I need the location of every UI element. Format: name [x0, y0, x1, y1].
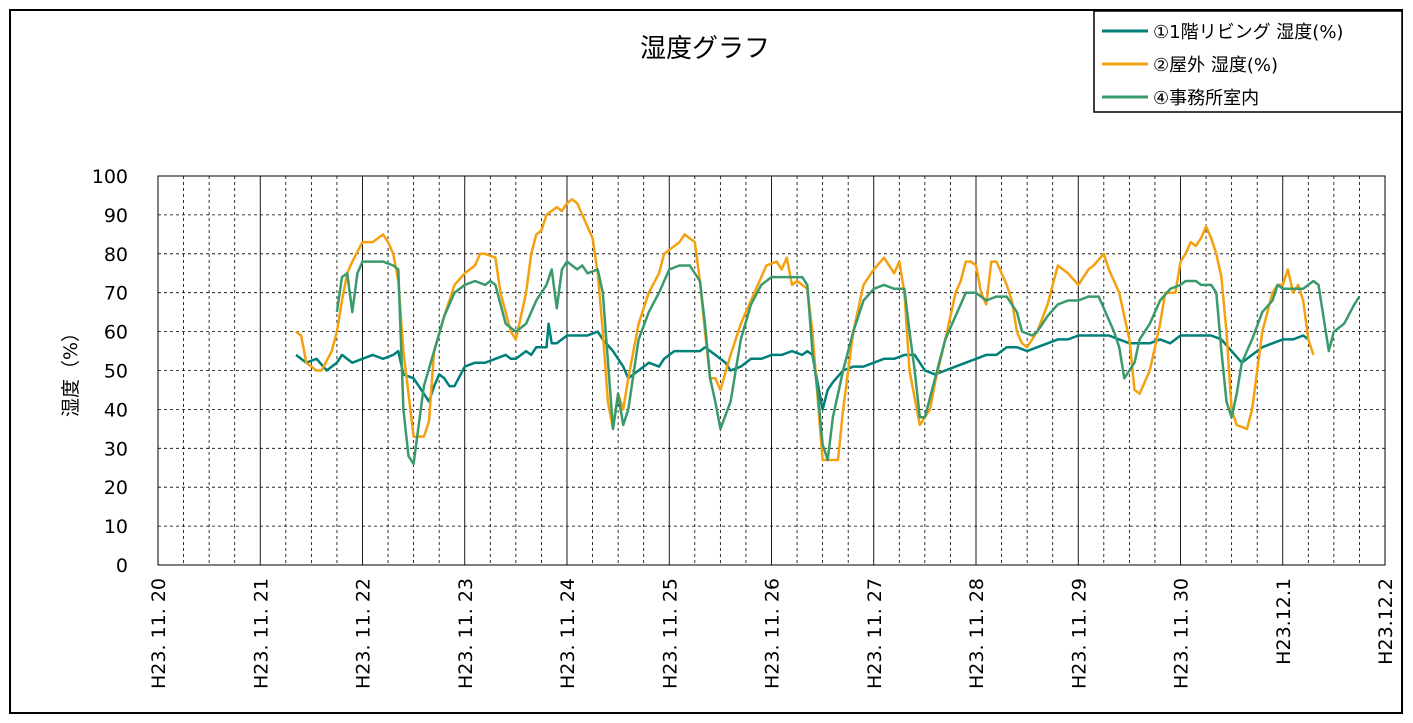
chart-title: 湿度グラフ [640, 34, 770, 64]
y-tick-label: 70 [104, 283, 128, 305]
legend-label-2: ②屋外 湿度(%) [1153, 55, 1278, 76]
y-tick-label: 50 [104, 361, 128, 383]
x-tick-label: H23. 11. 21 [250, 578, 272, 689]
y-tick-label: 0 [116, 555, 128, 577]
x-tick-label: H23. 11. 27 [864, 578, 886, 689]
x-tick-label: H23. 11. 30 [1171, 578, 1193, 689]
y-tick-label: 20 [104, 477, 128, 499]
x-tick-label: H23. 11. 26 [762, 578, 784, 689]
y-tick-label: 40 [104, 399, 128, 421]
y-tick-label: 10 [104, 516, 128, 538]
x-tick-label: H23.12.2 [1375, 578, 1397, 665]
legend-label-1: ①1階リビング 湿度(%) [1153, 22, 1343, 43]
x-tick-label: H23. 11. 25 [659, 578, 681, 689]
legend-label-3: ④事務所室内 [1153, 88, 1259, 109]
x-tick-label: H23.12.1 [1273, 578, 1295, 665]
x-tick-label: H23. 11. 23 [455, 578, 477, 689]
y-tick-label: 60 [104, 322, 128, 344]
y-tick-label: 30 [104, 438, 128, 460]
x-tick-label: H23. 11. 28 [966, 578, 988, 689]
y-tick-label: 90 [104, 205, 128, 227]
x-tick-label: H23. 11. 24 [557, 578, 579, 689]
y-tick-label: 80 [104, 244, 128, 266]
x-axis: H23. 11. 20 H23. 11. 21 H23. 11. 22 H23. 11… [148, 578, 1397, 689]
series-layer [295, 198, 1361, 466]
legend: ①1階リビング 湿度(%) ②屋外 湿度(%) ④事務所室内 [1093, 10, 1403, 113]
x-tick-label: H23. 11. 22 [353, 578, 375, 689]
y-axis: 0 10 20 30 40 50 60 70 80 90 100 [92, 166, 128, 577]
legend-box [1093, 10, 1403, 113]
y-axis-label: 湿度（%） [60, 323, 82, 417]
x-tick-label: H23. 11. 20 [148, 578, 170, 689]
series-line-3 [335, 260, 1361, 466]
y-tick-label: 100 [92, 166, 128, 188]
series-line-1 [295, 322, 1310, 411]
x-tick-label: H23. 11. 29 [1068, 578, 1090, 689]
